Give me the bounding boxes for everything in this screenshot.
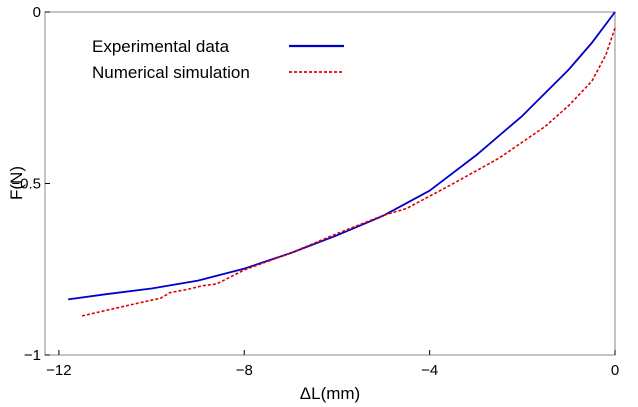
series-layer	[68, 11, 616, 317]
y-tick-label: −0.5	[11, 176, 41, 193]
y-axis: 0 −0.5 −1	[11, 4, 50, 364]
y-tick-label: −1	[24, 347, 41, 364]
y-tick-label: 0	[33, 4, 41, 21]
legend: Experimental data Numerical simulation	[92, 37, 344, 82]
series-line-1	[81, 27, 616, 317]
x-tick-label: −8	[236, 362, 253, 379]
x-tick-label: −12	[46, 362, 71, 379]
legend-label: Experimental data	[92, 37, 230, 56]
x-axis-title: ΔL(mm)	[300, 384, 360, 403]
x-axis: −12 −8 −4 0	[46, 350, 619, 379]
legend-label: Numerical simulation	[92, 63, 250, 82]
x-tick-label: 0	[611, 362, 619, 379]
x-tick-label: −4	[421, 362, 438, 379]
y-axis-title: F(N)	[7, 166, 26, 200]
series-line-0	[68, 11, 616, 301]
